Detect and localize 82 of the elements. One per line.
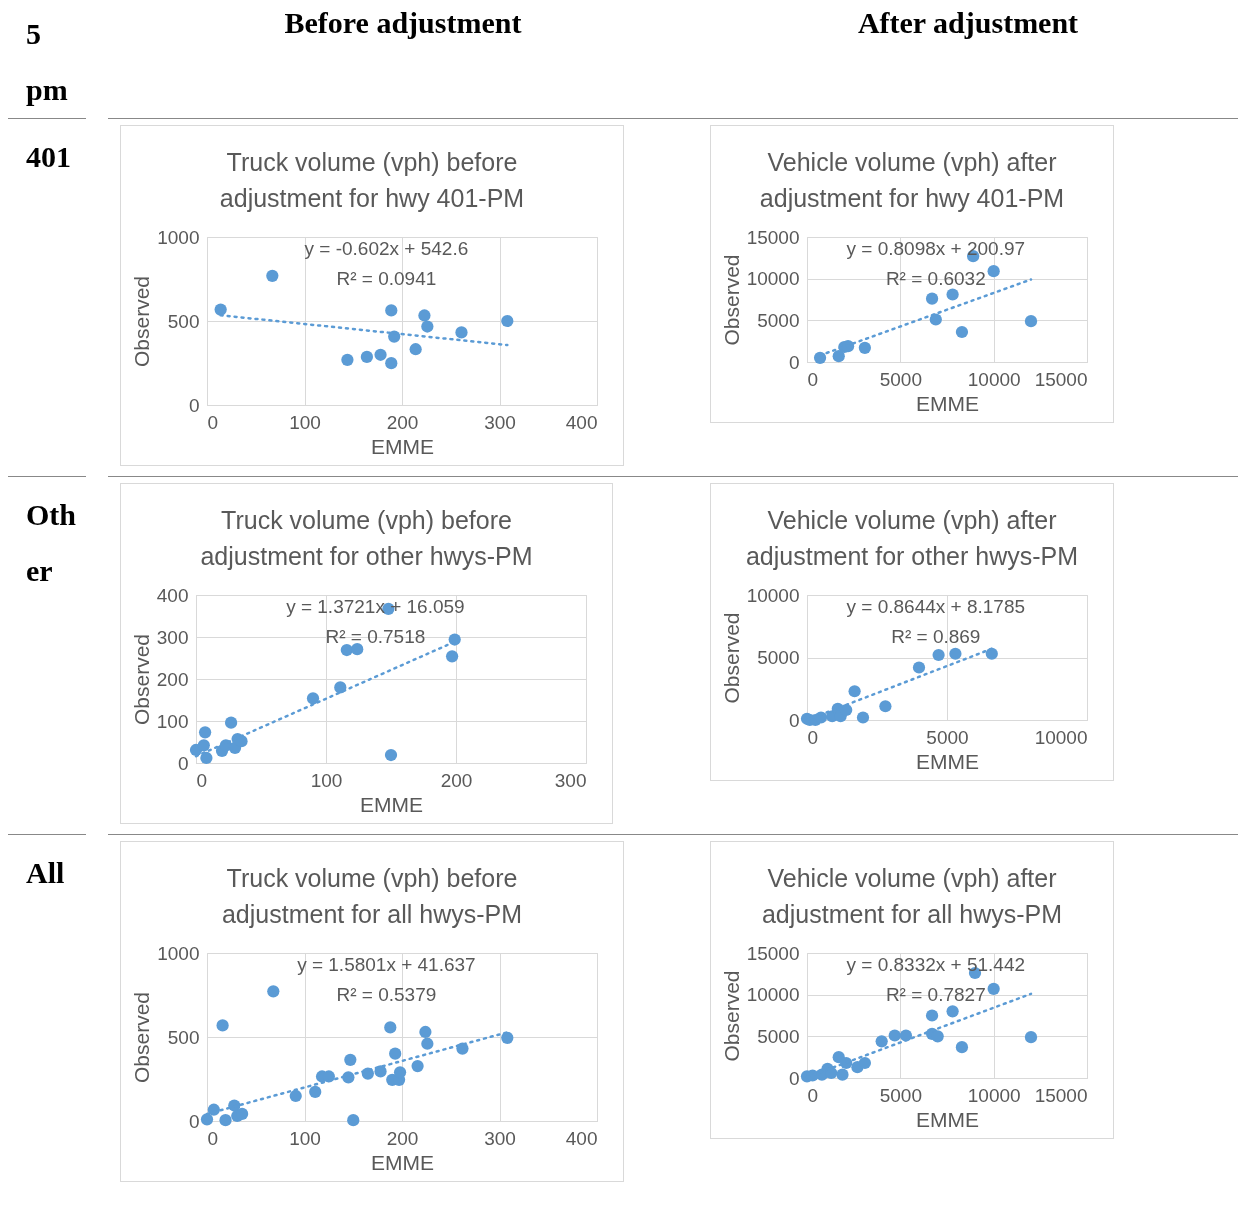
chart-title: Vehicle volume (vph) after adjustment for hwy 401-PM xyxy=(758,147,1066,214)
y-tick-label: 500 xyxy=(167,310,200,332)
y-tick-label: 0 xyxy=(188,394,200,416)
annotation: R² = 0.0941 xyxy=(336,268,437,289)
y-tick-label: 200 xyxy=(156,668,189,690)
y-axis-title: Observed xyxy=(719,612,743,704)
y-tick-label: 1000 xyxy=(157,942,200,964)
x-tick-label: 200 xyxy=(386,411,419,433)
x-tick-label: 400 xyxy=(565,411,598,433)
x-tick-label: 15000 xyxy=(1034,368,1088,390)
x-axis-title: EMME xyxy=(916,749,979,773)
y-tick-label: 300 xyxy=(156,626,189,648)
x-tick-label: 10000 xyxy=(967,368,1021,390)
y-tick-label: 10000 xyxy=(746,584,800,606)
y-tick-label: 1000 xyxy=(157,226,200,248)
x-axis-title: EMME xyxy=(360,792,423,816)
x-axis-title: EMME xyxy=(371,1150,434,1174)
annotation: y = -0.602x + 542.6 xyxy=(304,238,469,259)
x-tick-label: 100 xyxy=(289,1127,321,1149)
y-tick-label: 15000 xyxy=(746,226,800,248)
y-tick-label: 10000 xyxy=(746,984,800,1006)
x-tick-label: 10000 xyxy=(1034,726,1088,748)
y-tick-label: 400 xyxy=(156,584,189,606)
chart-title: Vehicle volume (vph) after adjustment for all hwys-PM xyxy=(760,863,1064,930)
x-tick-label: 0 xyxy=(807,726,819,748)
text: All xyxy=(8,834,86,1192)
annotation: y = 0.8644x + 8.1785 xyxy=(846,596,1026,617)
y-tick-label: 500 xyxy=(167,1026,200,1048)
x-tick-label: 400 xyxy=(565,1127,598,1149)
y-axis-title: Observed xyxy=(719,970,743,1062)
x-tick-label: 0 xyxy=(207,411,219,433)
chart-title: Truck volume (vph) before adjustment for other hwys-PM xyxy=(199,505,534,572)
x-axis-title: EMME xyxy=(916,391,979,415)
annotation: y = 0.8332x + 51.442 xyxy=(846,954,1026,975)
text: 5 pm xyxy=(25,16,69,108)
text: Other xyxy=(8,476,86,834)
y-tick-label: 5000 xyxy=(757,1025,800,1047)
chart-title: Truck volume (vph) before adjustment for hwy 401-PM xyxy=(218,147,526,214)
text: 401 xyxy=(8,118,86,476)
x-tick-label: 0 xyxy=(807,368,819,390)
y-tick-label: 0 xyxy=(788,1067,800,1089)
x-tick-label: 300 xyxy=(484,1127,516,1149)
x-tick-label: 0 xyxy=(207,1127,219,1149)
y-tick-label: 0 xyxy=(188,1110,200,1132)
x-axis-title: EMME xyxy=(371,434,434,458)
annotation: R² = 0.869 xyxy=(891,626,981,647)
chart-title: Truck volume (vph) before adjustment for all hwys-PM xyxy=(220,863,524,930)
x-tick-label: 200 xyxy=(386,1127,419,1149)
y-tick-label: 100 xyxy=(156,710,189,732)
y-axis-title: Observed xyxy=(719,254,743,346)
y-axis-title: Observed xyxy=(129,633,153,726)
y-axis-title: Observed xyxy=(130,991,154,1084)
annotation: R² = 0.5379 xyxy=(336,984,437,1005)
annotation: R² = 0.7827 xyxy=(885,984,986,1005)
x-tick-label: 200 xyxy=(440,769,473,791)
text: After adjustment xyxy=(856,5,1080,41)
y-tick-label: 0 xyxy=(788,351,800,373)
x-tick-label: 100 xyxy=(310,769,343,791)
y-tick-label: 15000 xyxy=(746,942,800,964)
annotation: R² = 0.7518 xyxy=(325,626,426,647)
annotation: y = 1.3721x + 16.059 xyxy=(286,596,465,617)
y-axis-title: Observed xyxy=(130,275,154,368)
x-tick-label: 300 xyxy=(484,411,516,433)
x-tick-label: 100 xyxy=(289,411,321,433)
x-axis-title: EMME xyxy=(916,1107,979,1131)
x-tick-label: 5000 xyxy=(926,726,969,748)
text: Before adjustment xyxy=(283,5,523,41)
x-tick-label: 0 xyxy=(807,1084,819,1106)
x-tick-label: 300 xyxy=(554,769,587,791)
x-tick-label: 10000 xyxy=(967,1084,1021,1106)
x-tick-label: 5000 xyxy=(879,1084,922,1106)
x-tick-label: 5000 xyxy=(879,368,922,390)
y-tick-label: 5000 xyxy=(757,309,800,331)
annotation: R² = 0.6032 xyxy=(885,268,986,289)
annotation: y = 1.5801x + 41.637 xyxy=(297,954,476,975)
annotation: y = 0.8098x + 200.97 xyxy=(846,238,1026,259)
y-tick-label: 0 xyxy=(788,709,800,731)
x-tick-label: 15000 xyxy=(1034,1084,1088,1106)
y-tick-label: 10000 xyxy=(746,268,800,290)
y-tick-label: 0 xyxy=(177,752,189,774)
chart-title: Vehicle volume (vph) after adjustment for other hwys-PM xyxy=(744,505,1080,572)
y-tick-label: 5000 xyxy=(757,647,800,668)
